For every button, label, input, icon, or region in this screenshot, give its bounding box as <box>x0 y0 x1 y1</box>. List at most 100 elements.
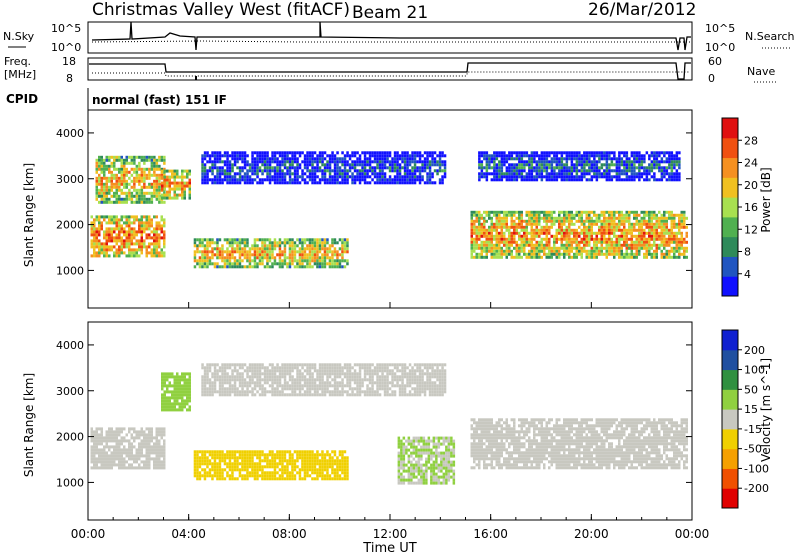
power-band-3 <box>193 238 349 269</box>
power-colorbar-swatch-7 <box>722 137 738 159</box>
power-ytick-label-1: 3000 <box>56 173 84 186</box>
power-colorbar-label-0: 28 <box>744 134 758 147</box>
freq-panel-frame <box>87 57 693 81</box>
cpid-panel: CPID normal (fast) 151 IF <box>6 88 227 110</box>
power-colorbar-label-6: 4 <box>744 268 751 281</box>
velocity-colorbar-label-0: 200 <box>744 344 765 357</box>
velocity-colorbar-label-3: 15 <box>744 403 758 416</box>
nave-trace <box>92 71 690 77</box>
power-ytick-label-3: 1000 <box>56 264 84 277</box>
velocity-panel: 4000 3000 2000 1000 Slant Range [km] 200 100… <box>22 321 773 521</box>
freq-panel: Freq. [MHz] 18 8 Nave 60 0 <box>4 55 776 85</box>
station-title: Christmas Valley West (fitACF) <box>92 0 350 20</box>
velocity-colorbar-swatch-1 <box>722 468 738 489</box>
time-tick-label-6: 00:00 <box>675 527 710 541</box>
power-colorbar-label: Power [dB] <box>759 167 773 232</box>
freq-label-2: [MHz] <box>4 68 36 81</box>
power-colorbar-label-2: 20 <box>744 179 758 192</box>
nsky-label: N.Sky <box>3 30 35 43</box>
power-colorbar-swatch-0 <box>722 276 738 297</box>
nave-label: Nave <box>747 65 775 78</box>
nsky-trace <box>91 21 691 51</box>
nsearch-tick-top: 10^5 <box>705 22 735 35</box>
freq-tick-bottom: 8 <box>66 72 73 85</box>
velocity-colorbar-label-6: -100 <box>744 462 769 475</box>
velocity-colorbar-label-1: 100 <box>744 364 765 377</box>
power-panel: 4000 3000 2000 1000 Slant Range [km] 28 24 20… <box>22 109 773 309</box>
nave-tick-top: 60 <box>708 55 722 68</box>
time-axis-label: Time UT <box>362 541 416 554</box>
freq-trace <box>89 62 691 80</box>
nsearch-label: N.Search <box>745 30 795 43</box>
velocity-ytick-label-0: 4000 <box>56 339 84 352</box>
noise-panel: N.Sky 10^5 10^0 N.Search 10^5 10^0 <box>3 21 795 54</box>
velocity-band-5 <box>470 418 688 470</box>
power-colorbar: 28 24 20 16 12 8 4 <box>721 117 758 297</box>
velocity-heatmap <box>90 363 688 485</box>
beam-label: Beam 21 <box>352 3 428 23</box>
velocity-colorbar-label-5: -50 <box>744 443 762 456</box>
velocity-colorbar-label-7: -200 <box>744 482 769 495</box>
power-band-4 <box>201 151 447 185</box>
velocity-colorbar-swatch-8 <box>722 330 738 351</box>
velocity-colorbar-label: Velocity [m s^-1] <box>759 358 773 462</box>
velocity-colorbar-swatch-3 <box>722 428 738 450</box>
time-axis: 00:00 04:00 08:00 12:00 16:00 20:00 00:00 <box>71 302 710 541</box>
freq-tick-top: 18 <box>62 55 76 68</box>
freq-label-1: Freq. <box>4 55 31 68</box>
velocity-colorbar-swatch-0 <box>722 488 738 509</box>
velocity-band-2 <box>193 450 349 481</box>
velocity-band-0 <box>90 427 166 470</box>
power-ytick-label-2: 2000 <box>56 219 84 232</box>
power-heatmap <box>90 151 688 269</box>
power-colorbar-swatch-1 <box>722 256 738 277</box>
cpid-label: CPID <box>6 92 38 106</box>
velocity-ytick-label-2: 2000 <box>56 431 84 444</box>
power-ytick-label-0: 4000 <box>56 127 84 140</box>
time-tick-label-4: 16:00 <box>473 527 508 541</box>
nsky-tick-bottom: 10^0 <box>51 41 81 54</box>
power-band-0 <box>90 215 166 258</box>
velocity-colorbar-swatch-2 <box>722 448 738 469</box>
power-ylabel: Slant Range [km] <box>22 163 36 267</box>
date-label: 26/Mar/2012 <box>588 0 696 20</box>
time-tick-label-5: 20:00 <box>574 527 609 541</box>
velocity-colorbar-swatch-6 <box>722 369 738 390</box>
nsearch-tick-bottom: 10^0 <box>705 41 735 54</box>
power-colorbar-label-1: 24 <box>744 157 758 170</box>
nsearch-trace <box>91 40 690 43</box>
nave-tick-bottom: 0 <box>708 72 715 85</box>
power-band-1 <box>95 155 166 204</box>
time-tick-label-3: 12:00 <box>373 527 408 541</box>
velocity-ylabel: Slant Range [km] <box>22 373 36 477</box>
power-panel-frame <box>87 109 693 309</box>
power-colorbar-swatch-3 <box>722 216 738 238</box>
nsky-tick-top: 10^5 <box>51 22 81 35</box>
velocity-colorbar-frame <box>721 329 739 509</box>
power-colorbar-label-5: 8 <box>744 246 751 259</box>
power-colorbar-swatch-8 <box>722 118 738 139</box>
power-colorbar-label-3: 16 <box>744 201 758 214</box>
velocity-colorbar-swatch-4 <box>722 409 738 430</box>
power-colorbar-swatch-6 <box>722 157 738 178</box>
power-colorbar-swatch-2 <box>722 236 738 257</box>
velocity-band-4 <box>397 436 456 485</box>
velocity-band-1 <box>161 372 191 412</box>
power-colorbar-label-4: 12 <box>744 223 758 236</box>
power-band-6 <box>478 151 681 182</box>
time-tick-label-1: 04:00 <box>171 527 206 541</box>
power-band-2 <box>161 169 191 200</box>
power-colorbar-swatch-5 <box>722 177 738 198</box>
velocity-y-axis: 4000 3000 2000 1000 <box>56 339 692 489</box>
noise-panel-frame <box>87 21 693 54</box>
velocity-colorbar-label-4: -15 <box>744 423 762 436</box>
velocity-ytick-label-3: 1000 <box>56 476 84 489</box>
velocity-colorbar-label-2: 50 <box>744 383 758 396</box>
power-colorbar-swatch-4 <box>722 197 738 218</box>
velocity-colorbar-swatch-7 <box>722 349 738 371</box>
time-tick-label-0: 00:00 <box>71 527 106 541</box>
velocity-ytick-label-1: 3000 <box>56 385 84 398</box>
time-tick-label-2: 08:00 <box>272 527 307 541</box>
velocity-colorbar-swatch-5 <box>722 389 738 410</box>
